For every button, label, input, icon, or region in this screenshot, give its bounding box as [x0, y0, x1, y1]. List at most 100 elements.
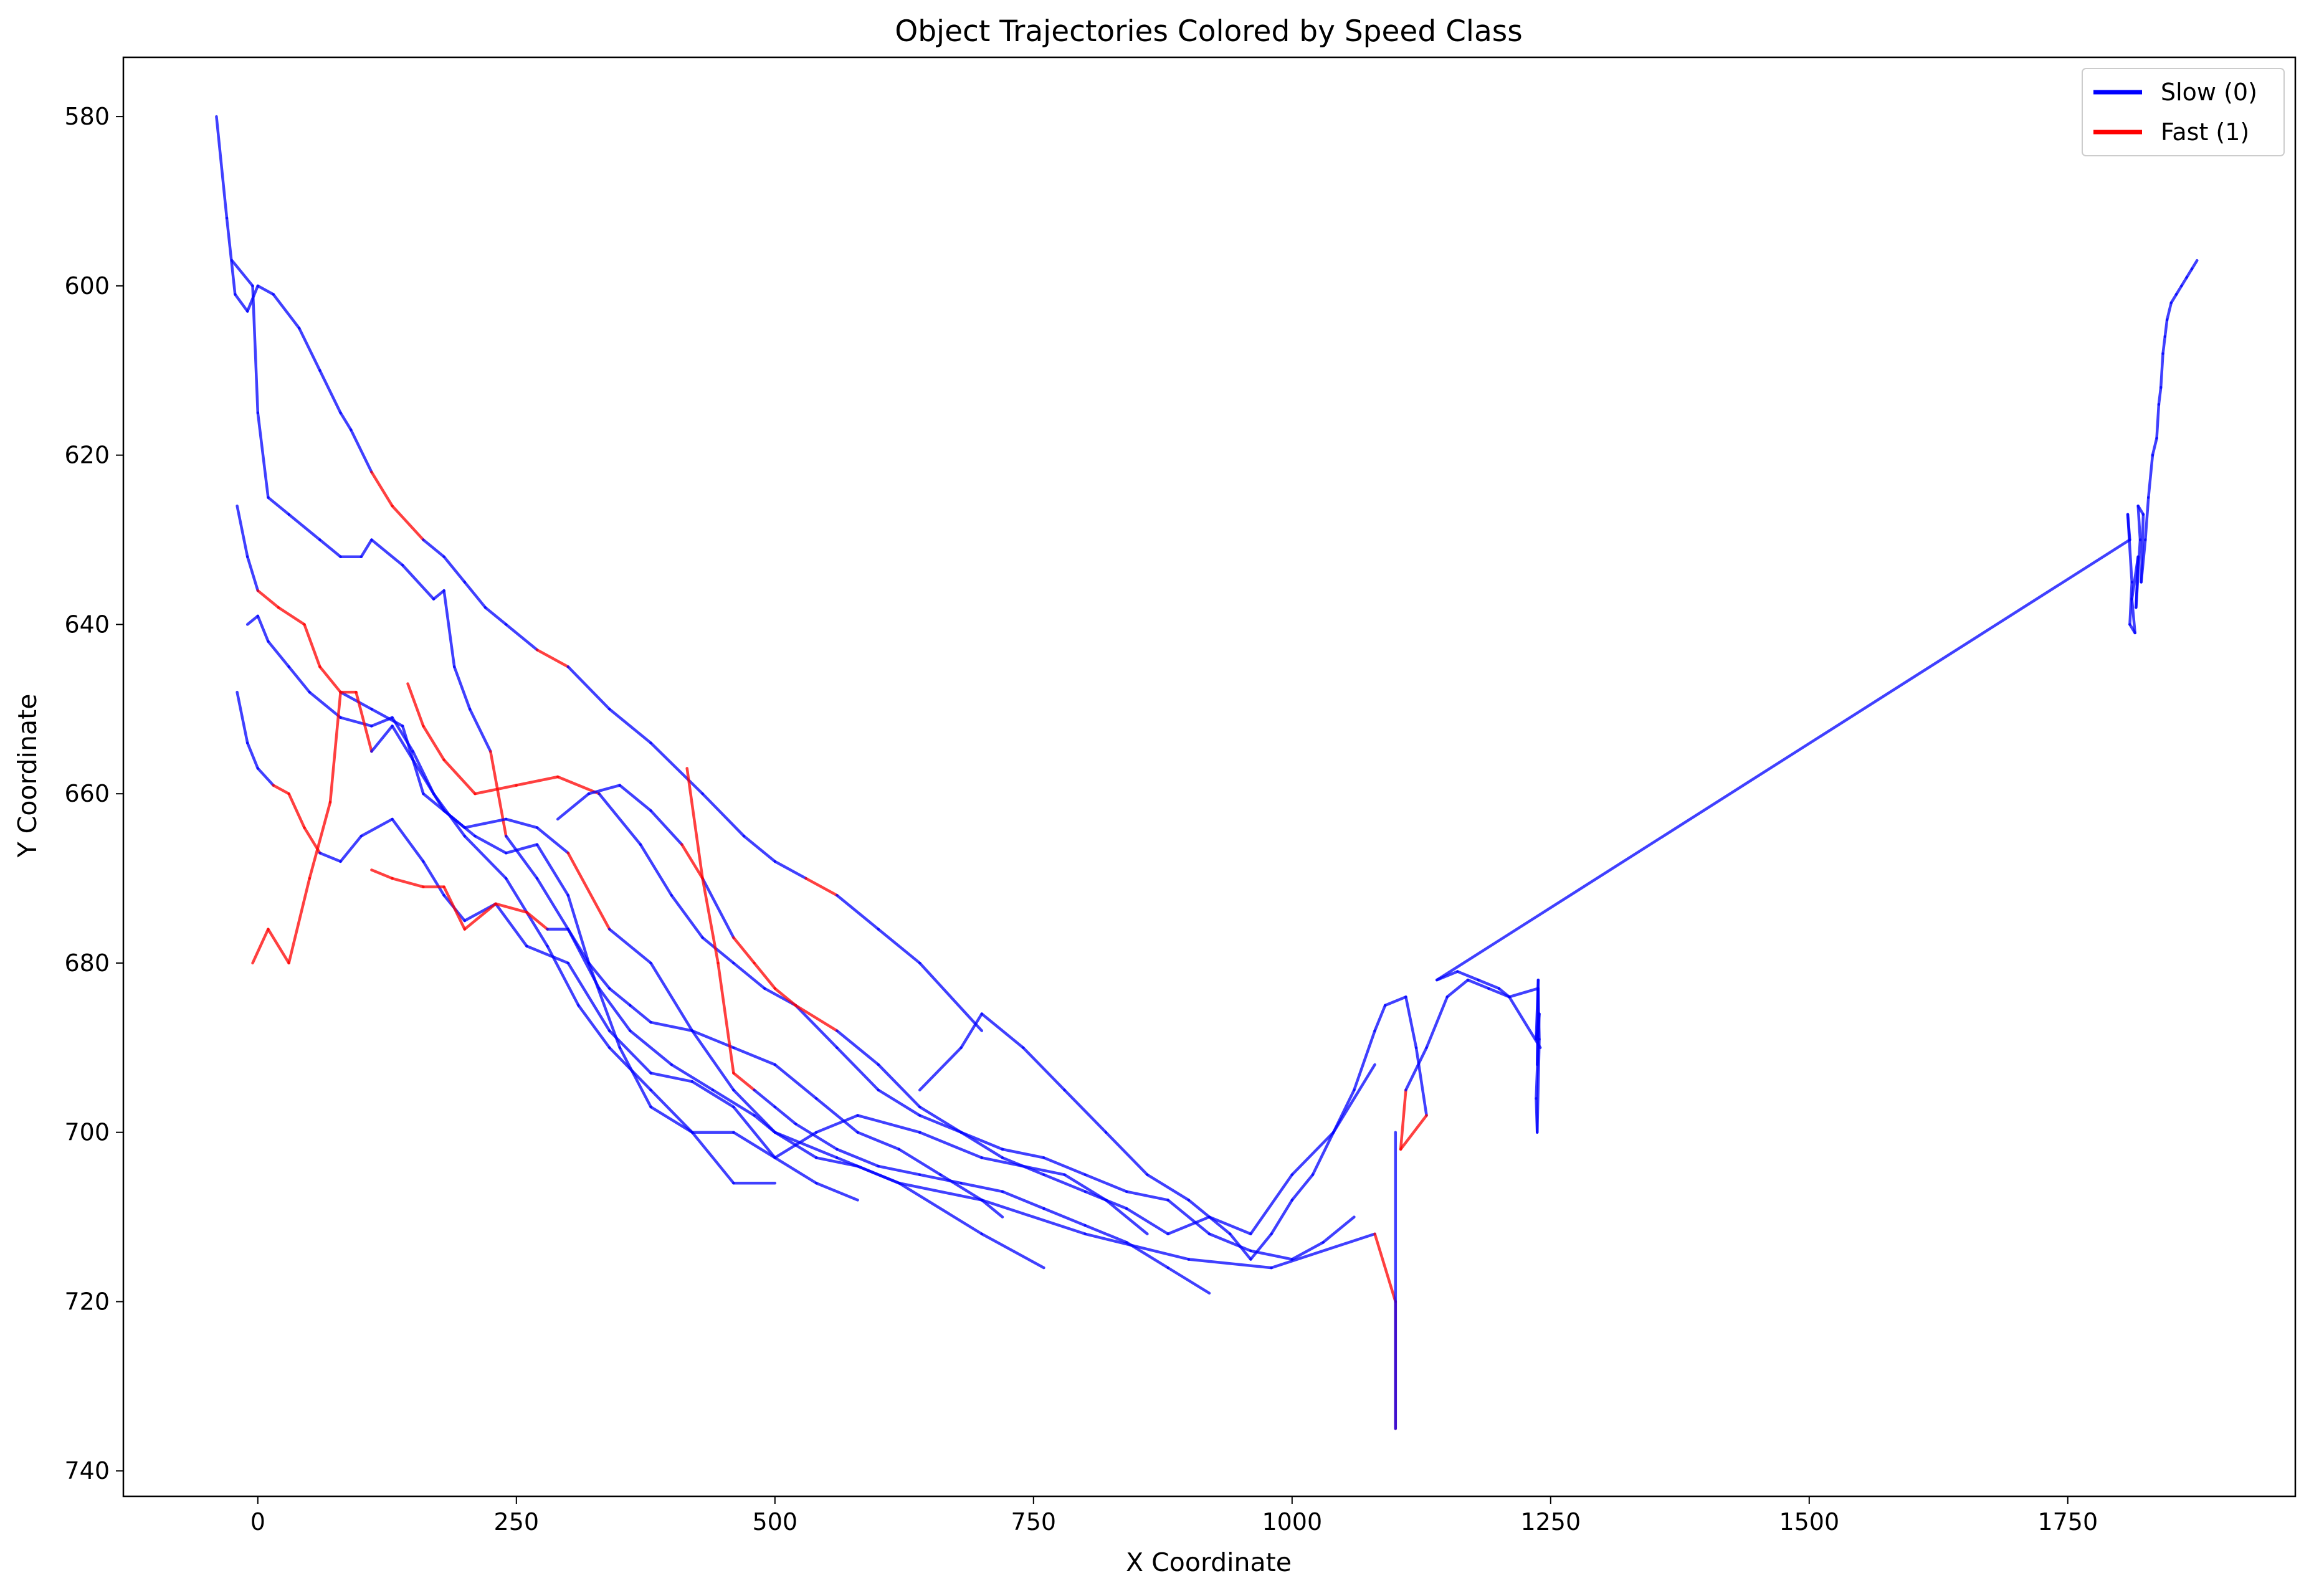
trajectory-12-segment: [2135, 538, 2142, 609]
trajectory-11-segment: [1404, 995, 1418, 1050]
trajectory-1-segment: [215, 115, 229, 220]
trajectory-3-segment: [1187, 1258, 1273, 1270]
trajectory-11-segment: [1373, 1004, 1387, 1032]
trajectory-11-segment: [1104, 1131, 1149, 1176]
trajectory-11-segment: [1311, 1131, 1335, 1176]
trajectory-7-segment: [442, 885, 467, 931]
trajectory-2-segment: [452, 665, 472, 711]
trajectory-3-segment: [370, 708, 404, 728]
trajectory-9-segment: [753, 961, 777, 990]
trajectory-6-segment: [649, 1105, 694, 1134]
trajectory-3-segment: [245, 555, 260, 592]
trajectory-5-segment: [236, 690, 249, 744]
trajectory-9-segment: [1290, 1131, 1335, 1176]
trajectory-11-segment: [918, 1046, 963, 1092]
trajectory-1-segment: [483, 606, 508, 626]
trajectory-3-segment: [256, 589, 280, 609]
trajectory-9-segment: [1083, 1190, 1128, 1210]
trajectory-7-segment: [391, 876, 425, 888]
y-tick-label: 700: [64, 1119, 110, 1146]
trajectory-4-segment: [463, 834, 508, 880]
trajectory-10-segment: [753, 1088, 777, 1109]
trajectory-2-segment: [711, 1088, 756, 1117]
trajectory-9-segment: [587, 784, 622, 796]
trajectory-5-segment: [690, 1080, 735, 1109]
trajectory-11-segment: [1399, 1114, 1428, 1151]
trajectory-12-segment: [2140, 538, 2147, 584]
trajectory-3-segment: [339, 690, 373, 711]
trajectory-4-segment: [339, 716, 373, 728]
trajectory-1-segment: [272, 293, 301, 330]
trajectory-1-segment: [234, 293, 249, 313]
trajectory-5-segment: [256, 767, 275, 787]
trajectory-1-segment: [836, 893, 880, 931]
trajectory-9-segment: [959, 1131, 1004, 1159]
trajectory-9-segment: [918, 1105, 963, 1134]
trajectory-10-segment: [1001, 1190, 1045, 1210]
trajectory-5-segment: [422, 860, 445, 897]
trajectory-12-segment: [2126, 513, 2133, 584]
trajectory-8-segment: [1042, 1156, 1087, 1176]
trajectory-12-segment: [1536, 987, 1541, 1041]
trajectory-2-segment: [980, 1232, 1045, 1270]
trajectory-12-segment: [1477, 978, 1501, 990]
trajectory-12: [1435, 259, 2199, 1134]
trajectory-4-segment: [256, 614, 270, 643]
trajectory-11-segment: [1445, 978, 1470, 999]
trajectory-1-segment: [535, 648, 570, 668]
trajectory-4-segment: [649, 1088, 694, 1134]
trajectory-4-segment: [370, 716, 394, 728]
trajectory-11-segment: [1021, 1046, 1066, 1092]
y-tick-label: 660: [64, 780, 110, 807]
trajectory-8-segment: [670, 893, 704, 939]
trajectory-9-segment: [649, 809, 683, 846]
trajectory-12-segment: [2165, 301, 2173, 321]
x-tick-label: 1000: [1262, 1508, 1322, 1536]
trajectory-5-segment: [318, 852, 342, 863]
trajectory-4-segment: [577, 1004, 611, 1050]
trajectory-11-segment: [1146, 1173, 1191, 1202]
trajectory-2-segment: [629, 1029, 674, 1066]
trajectory-6-segment: [328, 690, 342, 804]
trajectory-3-segment: [690, 1029, 735, 1092]
trajectory-2-segment: [432, 589, 445, 601]
trajectory-10-segment: [1166, 1266, 1211, 1295]
trajectory-11-segment: [1249, 1232, 1273, 1261]
trajectory-3-segment: [504, 817, 539, 829]
trajectory-6-segment: [355, 690, 373, 753]
trajectory-8-segment: [701, 936, 735, 965]
trajectory-6-segment: [391, 724, 415, 762]
trajectory-9-segment: [1125, 1207, 1169, 1236]
trajectory-3-segment: [277, 606, 306, 626]
y-tick-label: 580: [64, 103, 110, 130]
trajectory-1-segment: [256, 284, 275, 296]
trajectory-2-segment: [598, 987, 632, 1032]
trajectory-7: [370, 868, 1004, 1218]
trajectory-3-segment: [856, 1164, 901, 1185]
trajectory-3-segment: [318, 665, 342, 694]
trajectory-5-segment: [339, 834, 363, 863]
trajectory-7-segment: [525, 911, 549, 931]
trajectory-11-segment: [1063, 1088, 1108, 1134]
trajectory-2-segment: [504, 834, 539, 880]
trajectory-3-segment: [607, 928, 652, 965]
trajectory-2-segment: [267, 496, 290, 516]
trajectory-5-segment: [814, 1181, 859, 1202]
trajectory-8-segment: [877, 1088, 921, 1117]
trajectory-1-segment: [649, 741, 704, 796]
trajectory-7-segment: [732, 1046, 777, 1066]
trajectory-12-segment: [2169, 293, 2178, 305]
trajectory-5-segment: [287, 792, 306, 829]
trajectory-6-segment: [618, 1046, 652, 1109]
trajectory-8-segment: [474, 784, 518, 796]
trajectory-12-segment: [2163, 318, 2169, 338]
trajectory-7-segment: [649, 1020, 694, 1032]
trajectory-3-segment: [1083, 1232, 1191, 1261]
trajectory-8-segment: [732, 961, 766, 990]
trajectory-6-segment: [504, 843, 539, 855]
x-tick-label: 500: [753, 1508, 798, 1536]
trajectory-10-segment: [717, 961, 735, 1075]
trajectory-7-segment: [980, 1199, 1004, 1218]
trajectory-1-segment: [297, 326, 321, 373]
trajectory-4-segment: [856, 1114, 921, 1134]
